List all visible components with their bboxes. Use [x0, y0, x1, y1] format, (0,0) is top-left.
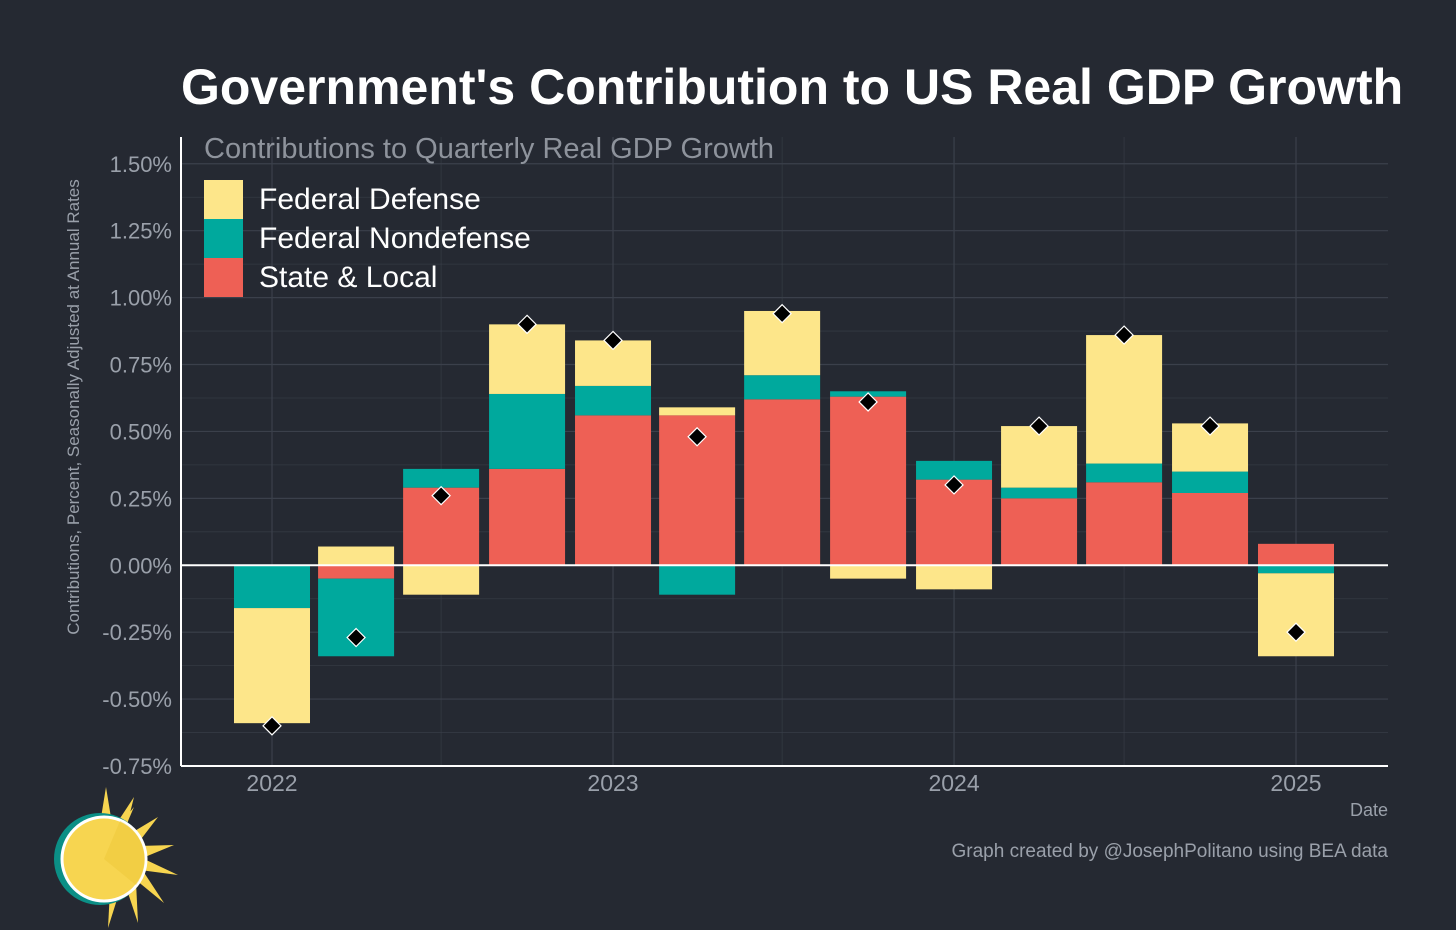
bar-segment-state-local	[830, 396, 907, 566]
bars	[234, 310, 1334, 724]
y-tick-label: -0.50%	[102, 687, 172, 712]
total-marker	[772, 303, 792, 324]
y-tick-label: 0.00%	[110, 553, 172, 578]
y-axis-label: Contributions, Percent, Seasonally Adjus…	[64, 179, 83, 635]
x-tick-label: 2024	[928, 770, 979, 796]
y-tick-label: -0.25%	[102, 620, 172, 645]
legend-label: State & Local	[259, 260, 438, 294]
x-tick-label: 2023	[587, 770, 638, 796]
bar-segment-state-local	[1172, 492, 1249, 566]
y-tick-label: 1.50%	[110, 152, 172, 177]
bar-segment-state-local	[1258, 543, 1334, 566]
legend-swatch-state-local	[204, 258, 243, 297]
bar-segment-federal-nondefense	[744, 375, 821, 400]
y-tick-label: -0.75%	[102, 754, 172, 779]
bar-segment-federal-nondefense	[1086, 463, 1163, 483]
total-marker	[603, 330, 623, 351]
total-marker	[262, 716, 282, 736]
y-tick-label: 1.00%	[110, 286, 172, 311]
bar-segment-federal-nondefense	[1172, 471, 1249, 493]
x-axis-label: Date	[1349, 800, 1388, 820]
legend-item-federal-defense: Federal Defense	[204, 180, 531, 219]
total-marker	[346, 627, 366, 648]
sun-logo-icon	[54, 787, 178, 928]
bar-segment-state-local	[1086, 482, 1163, 566]
total-marker	[1286, 622, 1306, 643]
y-tick-label: 0.75%	[110, 353, 172, 378]
total-marker	[1200, 416, 1220, 436]
bar-segment-federal-defense	[1001, 426, 1078, 488]
y-tick-label: 1.25%	[110, 219, 172, 244]
bar-segment-federal-nondefense	[489, 393, 566, 469]
bar-segment-federal-defense	[1258, 573, 1334, 657]
bar-segment-federal-defense	[1086, 335, 1163, 464]
bar-segment-federal-nondefense	[659, 565, 736, 595]
legend: Federal Defense Federal Nondefense State…	[204, 180, 531, 297]
bar-segment-state-local	[318, 565, 395, 579]
bar-segment-federal-defense	[489, 324, 566, 394]
chart-subtitle: Contributions to Quarterly Real GDP Grow…	[204, 133, 775, 165]
total-marker	[687, 426, 707, 447]
total-marker	[431, 485, 451, 506]
total-marker	[517, 314, 537, 335]
bar-segment-federal-nondefense	[916, 460, 993, 480]
chart-title: Government's Contribution to US Real GDP…	[181, 59, 1404, 115]
bar-segment-federal-defense	[318, 546, 395, 566]
bar-segment-federal-nondefense	[234, 565, 310, 609]
bar-segment-federal-nondefense	[1001, 487, 1078, 499]
total-marker	[1029, 416, 1049, 436]
bar-segment-federal-defense	[234, 608, 310, 724]
bar-segment-state-local	[744, 399, 821, 566]
x-tick-label: 2025	[1270, 770, 1321, 796]
tick-labels: -0.75% -0.50% -0.25% 0.00% 0.25% 0.50% 0.75% 1.…	[102, 152, 1321, 796]
bar-segment-federal-defense	[830, 565, 907, 579]
axes	[180, 137, 1388, 767]
bar-segment-federal-defense	[916, 565, 993, 590]
bar-segment-federal-defense	[659, 407, 736, 416]
bar-segment-federal-nondefense	[1258, 565, 1334, 574]
bar-segment-federal-defense	[403, 565, 480, 595]
bar-segment-state-local	[575, 415, 652, 566]
bar-segment-federal-nondefense	[403, 468, 480, 488]
total-marker	[944, 475, 964, 495]
bar-segment-state-local	[1001, 498, 1078, 566]
x-tick-label: 2022	[246, 770, 297, 796]
bar-segment-federal-nondefense	[575, 385, 652, 416]
legend-item-state-local: State & Local	[204, 258, 531, 297]
bar-segment-state-local	[489, 468, 566, 566]
total-marker	[858, 392, 878, 412]
y-tick-label: 0.50%	[110, 419, 172, 444]
y-tick-label: 0.25%	[110, 486, 172, 511]
source-caption: Graph created by @JosephPolitano using B…	[951, 841, 1388, 862]
legend-label: Federal Nondefense	[259, 221, 531, 255]
total-marker	[1114, 325, 1134, 345]
legend-label: Federal Defense	[259, 182, 481, 216]
legend-swatch-federal-defense	[204, 180, 243, 219]
legend-item-federal-nondefense: Federal Nondefense	[204, 219, 531, 258]
legend-swatch-federal-nondefense	[204, 219, 243, 258]
total-markers	[262, 303, 1306, 736]
